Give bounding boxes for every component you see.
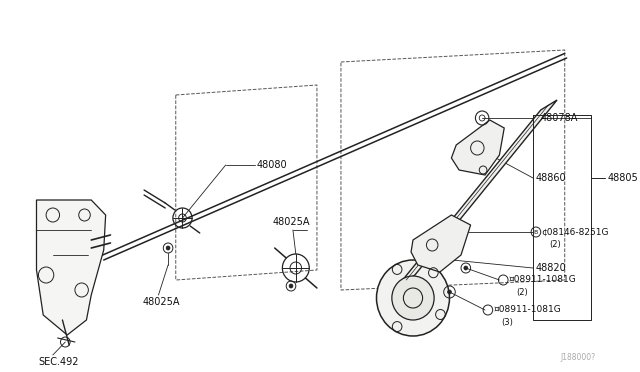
Text: 48080: 48080 [257,160,287,170]
Text: ¤08911-1081G: ¤08911-1081G [509,276,577,285]
Circle shape [447,290,451,294]
Text: 48860: 48860 [536,173,566,183]
Text: (2): (2) [549,240,561,248]
Circle shape [457,230,461,234]
Text: 48078A: 48078A [541,113,578,123]
Text: 48025A: 48025A [142,297,180,307]
Text: (3): (3) [501,317,513,327]
Circle shape [464,266,468,270]
Text: SEC.492: SEC.492 [38,357,79,367]
Text: 48025A: 48025A [273,217,310,227]
Circle shape [376,260,449,336]
Circle shape [392,276,434,320]
Text: ¤08911-1081G: ¤08911-1081G [493,305,561,314]
Polygon shape [399,100,557,285]
Polygon shape [36,200,106,335]
Text: 48805: 48805 [608,173,639,183]
Text: (2): (2) [516,288,529,296]
Text: J188000?: J188000? [561,353,595,362]
Polygon shape [451,120,504,175]
Text: 48820: 48820 [536,263,566,273]
Circle shape [289,284,293,288]
Polygon shape [411,215,470,272]
Circle shape [166,246,170,250]
Text: ¢08146-8251G: ¢08146-8251G [541,228,609,237]
Text: B: B [534,230,538,234]
